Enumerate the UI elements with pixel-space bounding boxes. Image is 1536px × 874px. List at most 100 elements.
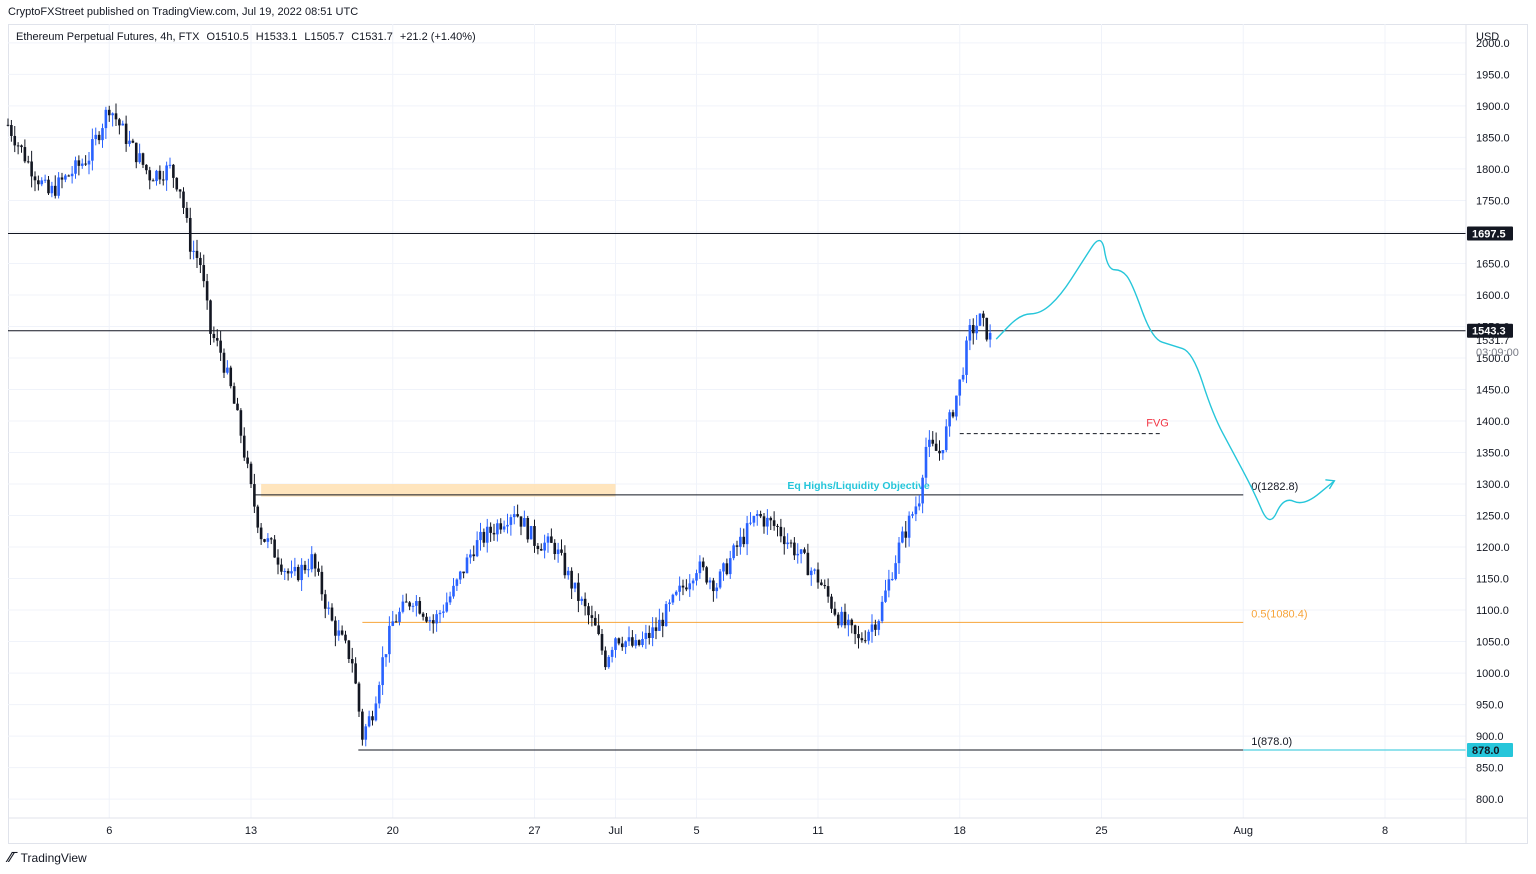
candle-body	[506, 524, 509, 527]
candle-body	[141, 153, 145, 165]
candle-body	[708, 580, 712, 583]
chart-frame[interactable]	[8, 24, 1528, 844]
candle-body	[691, 580, 695, 584]
price-tag-1543-bg	[1467, 323, 1513, 338]
candle-body	[489, 526, 492, 533]
candle-body	[283, 570, 287, 572]
candle-body	[840, 611, 843, 626]
candle-body	[573, 582, 577, 589]
y-tick-label: 1050.0	[1476, 637, 1510, 649]
candle-body	[924, 446, 928, 478]
candle-body	[394, 621, 398, 623]
candle-body	[533, 526, 536, 546]
y-tick-label: 1800.0	[1476, 164, 1510, 176]
candle-body	[313, 554, 317, 569]
candle-body	[84, 163, 87, 165]
candle-body	[124, 123, 128, 144]
legend-close: C1531.7	[351, 31, 393, 43]
candle-body	[843, 611, 847, 626]
candle-body	[634, 640, 638, 646]
y-tick-label: 1300.0	[1476, 479, 1510, 491]
candle-body	[118, 119, 121, 126]
candle-body	[617, 638, 621, 644]
candle-body	[890, 579, 894, 581]
candle-countdown: 03:09:00	[1476, 347, 1519, 359]
candle-body	[101, 128, 104, 141]
candle-body	[199, 257, 202, 266]
candle-body	[725, 563, 729, 575]
candle-body	[698, 561, 702, 574]
candle-body	[215, 338, 219, 341]
candle-body	[543, 542, 546, 551]
candle-body	[701, 561, 705, 568]
candle-body	[492, 532, 496, 535]
candle-body	[867, 631, 870, 641]
candle-body	[384, 654, 388, 658]
tradingview-logo[interactable]: ⁄⁄‾ TradingView	[8, 850, 87, 865]
candle-body	[222, 352, 226, 373]
candle-body	[793, 542, 796, 556]
candle-body	[776, 525, 779, 527]
candle-body	[651, 627, 654, 639]
legend-change: +21.2 (+1.40%)	[399, 31, 476, 43]
candle-body	[77, 160, 81, 166]
candle-body	[742, 536, 746, 545]
candle-body	[769, 517, 773, 521]
candle-body	[610, 649, 614, 657]
candle-body	[465, 557, 469, 574]
candle-body	[644, 632, 648, 639]
candle-body	[347, 640, 351, 660]
x-tick-label: 25	[1095, 825, 1107, 837]
candle-body	[732, 545, 735, 559]
candle-body	[739, 536, 742, 547]
candle-body	[111, 113, 114, 116]
candle-body	[219, 340, 222, 353]
candle-body	[509, 517, 513, 525]
candle-body	[340, 630, 344, 635]
candle-body	[593, 617, 597, 626]
candle-body	[590, 615, 594, 618]
candle-body	[16, 145, 20, 147]
candle-body	[597, 625, 600, 635]
y-tick-label: 1600.0	[1476, 290, 1510, 302]
candle-body	[33, 176, 37, 181]
candle-body	[172, 164, 175, 178]
y-tick-label: 850.0	[1476, 763, 1504, 775]
price-tag-1697: 1697.5	[1472, 229, 1506, 241]
candle-body	[364, 726, 368, 740]
candle-body	[455, 579, 459, 586]
candle-body	[847, 619, 850, 626]
candle-body	[536, 545, 540, 549]
candle-body	[661, 619, 665, 627]
price-tag-1543: 1543.3	[1472, 326, 1506, 338]
candle-body	[988, 332, 992, 340]
candle-body	[391, 621, 395, 626]
candle-body	[857, 634, 860, 639]
candle-body	[958, 379, 962, 396]
candle-body	[175, 177, 179, 190]
candle-body	[853, 625, 857, 635]
candle-body	[830, 596, 833, 609]
candle-body	[425, 616, 428, 622]
candle-body	[165, 165, 168, 181]
candle-body	[752, 515, 756, 523]
candle-body	[94, 134, 98, 140]
candle-body	[158, 170, 162, 180]
candle-body	[978, 313, 982, 326]
candle-body	[293, 566, 297, 572]
candle-body	[185, 207, 189, 218]
x-tick-label: 13	[245, 825, 257, 837]
last-price-label: 1531.7	[1476, 335, 1510, 347]
candle-body	[685, 587, 688, 590]
candle-body	[580, 598, 584, 601]
y-tick-label: 1150.0	[1476, 574, 1509, 586]
candle-body	[796, 553, 800, 556]
candle-layer	[6, 103, 992, 747]
candle-body	[290, 571, 293, 574]
candle-body	[229, 367, 233, 387]
candle-body	[607, 656, 611, 668]
candle-body	[620, 643, 624, 648]
candle-body	[67, 175, 71, 177]
liquidity-objective-label: Eq Highs/Liquidity Objective	[787, 480, 930, 492]
